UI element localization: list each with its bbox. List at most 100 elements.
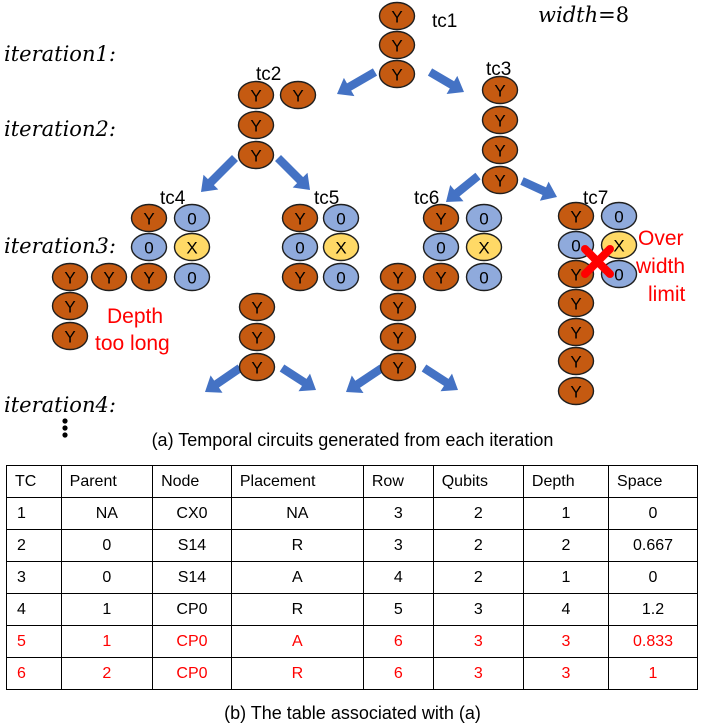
svg-text:0: 0 [187, 269, 196, 288]
arrow-icon [201, 155, 238, 192]
table-cell: 0 [608, 561, 698, 594]
svg-text:Over: Over [638, 227, 684, 250]
y-gate-node: Y [481, 165, 519, 195]
width-label: width=8 [538, 3, 629, 27]
table-cell: 3 [432, 625, 524, 658]
svg-text:X: X [335, 239, 346, 258]
svg-text:Y: Y [392, 329, 403, 348]
table-cell: 0.833 [608, 625, 698, 658]
y-gate-node: Y [51, 262, 89, 292]
iteration-2-label: iteration2: [4, 117, 116, 141]
zero-gate-node: 0 [600, 201, 638, 231]
iteration-4-label: iteration4: [4, 393, 116, 417]
table-cell: R [230, 529, 364, 562]
y-gate-node: Y [237, 110, 275, 140]
zero-gate-node: 0 [422, 232, 460, 262]
y-gate-node: Y [481, 135, 519, 165]
table-cell: CP0 [152, 625, 232, 658]
table-row: 3 0 S14 A 4 2 1 0 [6, 561, 698, 594]
table-cell: 0 [60, 561, 154, 594]
svg-text:Y: Y [435, 210, 446, 229]
svg-text:0: 0 [614, 266, 623, 285]
reject-x-icon [581, 245, 614, 278]
y-gate-node: Y [130, 203, 168, 233]
depth-too-long-note: Depth too long [95, 305, 170, 355]
table-cell: 1 [522, 561, 610, 594]
x-gate-node: X [173, 232, 211, 262]
y-gate-node: Y [379, 352, 417, 382]
svg-text:0: 0 [571, 237, 580, 256]
svg-text:Y: Y [494, 142, 505, 161]
zero-gate-node: 0 [322, 262, 360, 292]
y-gate-node: Y [281, 262, 319, 292]
svg-text:Y: Y [64, 298, 75, 317]
column-header: Qubits [432, 465, 524, 498]
svg-text:X: X [613, 237, 624, 256]
table-cell: 1.2 [608, 593, 698, 626]
zero-gate-node: 0 [130, 232, 168, 262]
svg-text:Y: Y [391, 66, 402, 85]
y-gate-node: Y [238, 292, 276, 322]
y-gate-node: Y [238, 352, 276, 382]
table-row: 1 NA CX0 NA 3 2 1 0 [6, 497, 698, 530]
iteration-table: TC Parent Node Placement Row Qubits Depth Space… [6, 465, 698, 690]
tc1-label: tc1 [432, 11, 457, 32]
y-gate-node: Y [557, 201, 595, 231]
y-gate-node: Y [481, 75, 519, 105]
table-row: 2 0 S14 R 3 2 2 0.667 [6, 529, 698, 562]
table-cell: 3 [6, 561, 62, 594]
svg-text:0: 0 [479, 269, 488, 288]
svg-text:Y: Y [251, 299, 262, 318]
table-cell: 6 [362, 657, 434, 690]
zero-gate-node: 0 [322, 203, 360, 233]
y-gate-node: Y [557, 376, 595, 406]
svg-text:Y: Y [570, 324, 581, 343]
y-gate-node: Y [481, 105, 519, 135]
svg-text:Y: Y [292, 87, 303, 106]
y-gate-node: Y [379, 322, 417, 352]
table-cell: 5 [362, 593, 434, 626]
zero-gate-node: 0 [600, 259, 638, 289]
arrow-icon [446, 172, 481, 202]
arrow-icon [520, 177, 557, 201]
svg-text:Y: Y [435, 269, 446, 288]
svg-text:Y: Y [392, 269, 403, 288]
ellipsis-dot [62, 425, 68, 431]
svg-text:Y: Y [494, 172, 505, 191]
y-gate-node: Y [378, 1, 416, 31]
table-cell: R [230, 657, 364, 690]
y-gate-node: Y [557, 259, 595, 289]
svg-text:Y: Y [143, 269, 154, 288]
svg-text:0: 0 [187, 210, 196, 229]
caption-a: (a) Temporal circuits generated from eac… [151, 430, 554, 450]
y-gate-node: Y [557, 288, 595, 318]
table-cell: NA [230, 497, 364, 530]
arrow-icon [205, 364, 243, 393]
svg-text:Y: Y [64, 269, 75, 288]
y-gate-node: Y [378, 30, 416, 60]
y-gate-node: Y [279, 80, 317, 110]
table-cell: 0 [60, 529, 154, 562]
svg-text:X: X [478, 239, 489, 258]
y-gate-node: Y [90, 262, 128, 292]
y-gate-node: Y [51, 291, 89, 321]
y-gate-node: Y [379, 262, 417, 292]
tc6-label: tc6 [414, 188, 439, 209]
table-cell: 3 [362, 497, 434, 530]
svg-text:0: 0 [336, 269, 345, 288]
svg-text:Y: Y [570, 295, 581, 314]
table-cell: CP0 [152, 657, 232, 690]
arrow-icon [337, 68, 378, 97]
svg-text:0: 0 [336, 210, 345, 229]
y-gate-node: Y [237, 80, 275, 110]
svg-text:too long: too long [95, 332, 170, 355]
x-gate-node: X [465, 232, 503, 262]
arrows-layer [201, 68, 557, 393]
table-cell: A [230, 625, 364, 658]
zero-gate-node: 0 [173, 262, 211, 292]
column-header: Row [362, 465, 434, 498]
table-cell: 2 [60, 657, 154, 690]
y-gate-node: Y [51, 321, 89, 351]
column-header: Node [152, 465, 232, 498]
table-cell: 5 [6, 625, 62, 658]
